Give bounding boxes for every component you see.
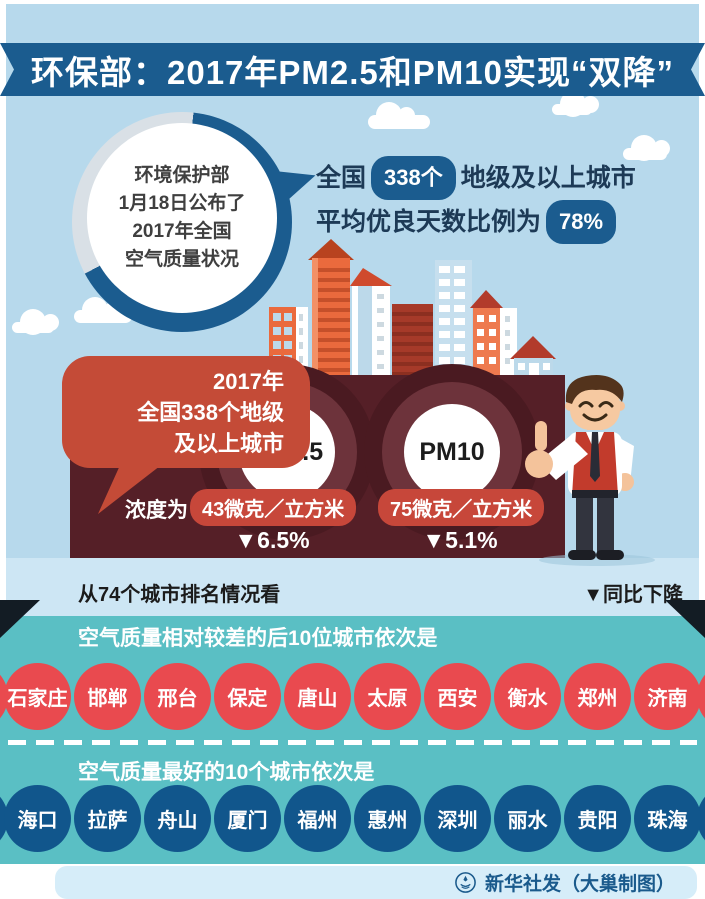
pm10-label: PM10 [404, 404, 500, 500]
city-circle: 保定 [214, 663, 281, 730]
ranking-intro-text: 从74个城市排名情况看 [78, 584, 281, 606]
percent-badge: 78% [546, 200, 617, 244]
city-circle: 邯郸 [74, 663, 141, 730]
speech-bubble: 2017年 全国338个地级 及以上城市 [62, 356, 310, 468]
city-circle: 西安 [424, 663, 491, 730]
intro-line: 环境保护部 [134, 165, 230, 186]
title-ribbon: 环保部：2017年PM2.5和PM10实现“双降” [0, 43, 705, 96]
city-circle: 舟山 [144, 785, 211, 852]
speech-bubble-line: 及以上城市 [173, 430, 284, 456]
cloud-icon [552, 91, 599, 117]
cloud-icon [12, 309, 59, 335]
footer-credit-band: 新华社发（大巢制图） [55, 866, 697, 899]
page-title: 环保部：2017年PM2.5和PM10实现“双降” [31, 53, 674, 91]
city-circle: 惠州 [354, 785, 421, 852]
best-cities-heading: 空气质量最好的10个城市依次是 [78, 761, 375, 784]
headline-text: 平均优良天数比例为 [316, 208, 542, 236]
headline-line2: 平均优良天数比例为 78% [316, 200, 636, 244]
intro-line: 1月18日公布了 [118, 193, 246, 214]
speech-bubble-line: 全国338个地级 [137, 399, 284, 425]
city-circle: 唐山 [284, 663, 351, 730]
city-circle: 郑州 [564, 663, 631, 730]
yoy-decline-legend: ▼同比下降 [583, 584, 683, 606]
city-circle: 拉萨 [74, 785, 141, 852]
city-circle: 贵阳 [564, 785, 631, 852]
ground-band [6, 558, 699, 616]
pm25-change: ▼6.5% [234, 527, 310, 553]
city-circle: 海口 [4, 785, 71, 852]
city-circle: 邢台 [144, 663, 211, 730]
worst-cities-row: 石家庄 邯郸 邢台 保定 唐山 太原 西安 衡水 郑州 济南 [0, 663, 705, 730]
intro-bubble: 环境保护部 1月18日公布了 2017年全国 空气质量状况 [72, 112, 292, 332]
edge-circle-decoration [697, 663, 705, 730]
concentration-label: 浓度为 [125, 499, 188, 522]
city-circle: 厦门 [214, 785, 281, 852]
speech-bubble-line: 2017年 [213, 368, 284, 394]
intro-line: 2017年全国 [132, 221, 232, 242]
thumbs-up-man-illustration [525, 375, 655, 566]
city-circle: 济南 [634, 663, 701, 730]
pm25-value-pill: 43微克／立方米 [190, 489, 357, 526]
edge-circle-decoration [697, 785, 705, 852]
dashed-divider [8, 740, 697, 745]
pm10-value-pill: 75微克／立方米 [378, 489, 545, 526]
pm10-change: ▼5.1% [422, 527, 498, 553]
headline-line1: 全国 338个 地级及以上城市 [316, 156, 636, 200]
city-circle: 丽水 [494, 785, 561, 852]
best-cities-row: 海口 拉萨 舟山 厦门 福州 惠州 深圳 丽水 贵阳 珠海 [0, 785, 705, 852]
headline-text: 地级及以上城市 [460, 164, 636, 192]
headline: 全国 338个 地级及以上城市 平均优良天数比例为 78% [316, 156, 636, 244]
city-circle: 衡水 [494, 663, 561, 730]
credit-text: 新华社发（大巢制图） [484, 874, 675, 895]
city-circle: 石家庄 [4, 663, 71, 730]
cloud-icon [623, 135, 670, 161]
city-circle: 太原 [354, 663, 421, 730]
cloud-icon [368, 102, 430, 129]
worst-cities-heading: 空气质量相对较差的后10位城市依次是 [78, 627, 438, 650]
headline-text: 全国 [316, 164, 367, 192]
city-circle: 福州 [284, 785, 351, 852]
city-count-badge: 338个 [371, 156, 456, 200]
intro-line: 空气质量状况 [124, 249, 239, 270]
city-circle: 珠海 [634, 785, 701, 852]
city-circle: 深圳 [424, 785, 491, 852]
city-skyline-illustration [269, 239, 556, 378]
xinhua-logo-icon [455, 872, 476, 893]
intro-bubble-text: 环境保护部 1月18日公布了 2017年全国 空气质量状况 [87, 123, 277, 313]
